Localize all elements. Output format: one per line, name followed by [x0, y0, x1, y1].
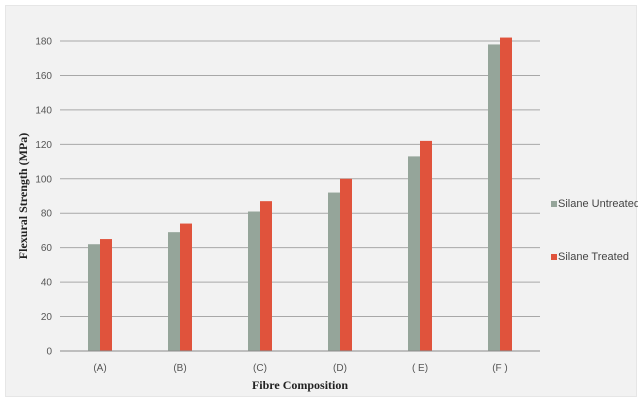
bar-treated — [180, 223, 192, 351]
grid-lines — [60, 40, 540, 318]
bar-untreated — [248, 211, 260, 351]
bar-treated — [260, 201, 272, 351]
y-tick-label: 80 — [41, 209, 53, 220]
y-tick-label: 20 — [41, 312, 53, 323]
legend-label: Silane Treated — [558, 251, 629, 263]
y-tick-labels: 0 20 40 60 80 100 120 140 160 180 — [35, 37, 52, 358]
x-tick-label: (F ) — [492, 363, 508, 374]
legend-label: Silane Untreated — [558, 198, 638, 210]
bar-treated — [100, 239, 112, 351]
x-tick-label: (D) — [333, 363, 347, 374]
bar-untreated — [488, 44, 500, 351]
bar-untreated — [328, 192, 340, 351]
bars — [88, 37, 512, 352]
x-tick-label: ( E) — [412, 363, 428, 374]
bar-treated — [420, 140, 432, 351]
y-tick-label: 60 — [41, 243, 53, 254]
legend: Silane Untreated Silane Treated — [551, 198, 638, 263]
bar-untreated — [168, 232, 180, 351]
x-tick-labels: (A) (B) (C) (D) ( E) (F ) — [93, 363, 507, 374]
y-tick-label: 100 — [35, 174, 52, 185]
y-tick-label: 140 — [35, 105, 52, 116]
x-tick-label: (B) — [173, 363, 186, 374]
y-tick-label: 40 — [41, 278, 53, 289]
y-tick-label: 120 — [35, 140, 52, 151]
bar-treated — [340, 178, 352, 351]
legend-swatch — [551, 254, 557, 260]
y-tick-label: 180 — [35, 37, 52, 48]
x-tick-label: (A) — [93, 363, 106, 374]
y-tick-label: 160 — [35, 71, 52, 82]
bar-untreated — [408, 156, 420, 351]
bar-untreated — [88, 244, 100, 351]
legend-swatch — [551, 201, 557, 207]
y-axis-title: Flexural Strength (MPa) — [16, 133, 30, 259]
x-axis-title: Fibre Composition — [252, 378, 348, 392]
y-tick-label: 0 — [46, 347, 52, 358]
bar-treated — [500, 37, 512, 352]
x-tick-label: (C) — [253, 363, 267, 374]
